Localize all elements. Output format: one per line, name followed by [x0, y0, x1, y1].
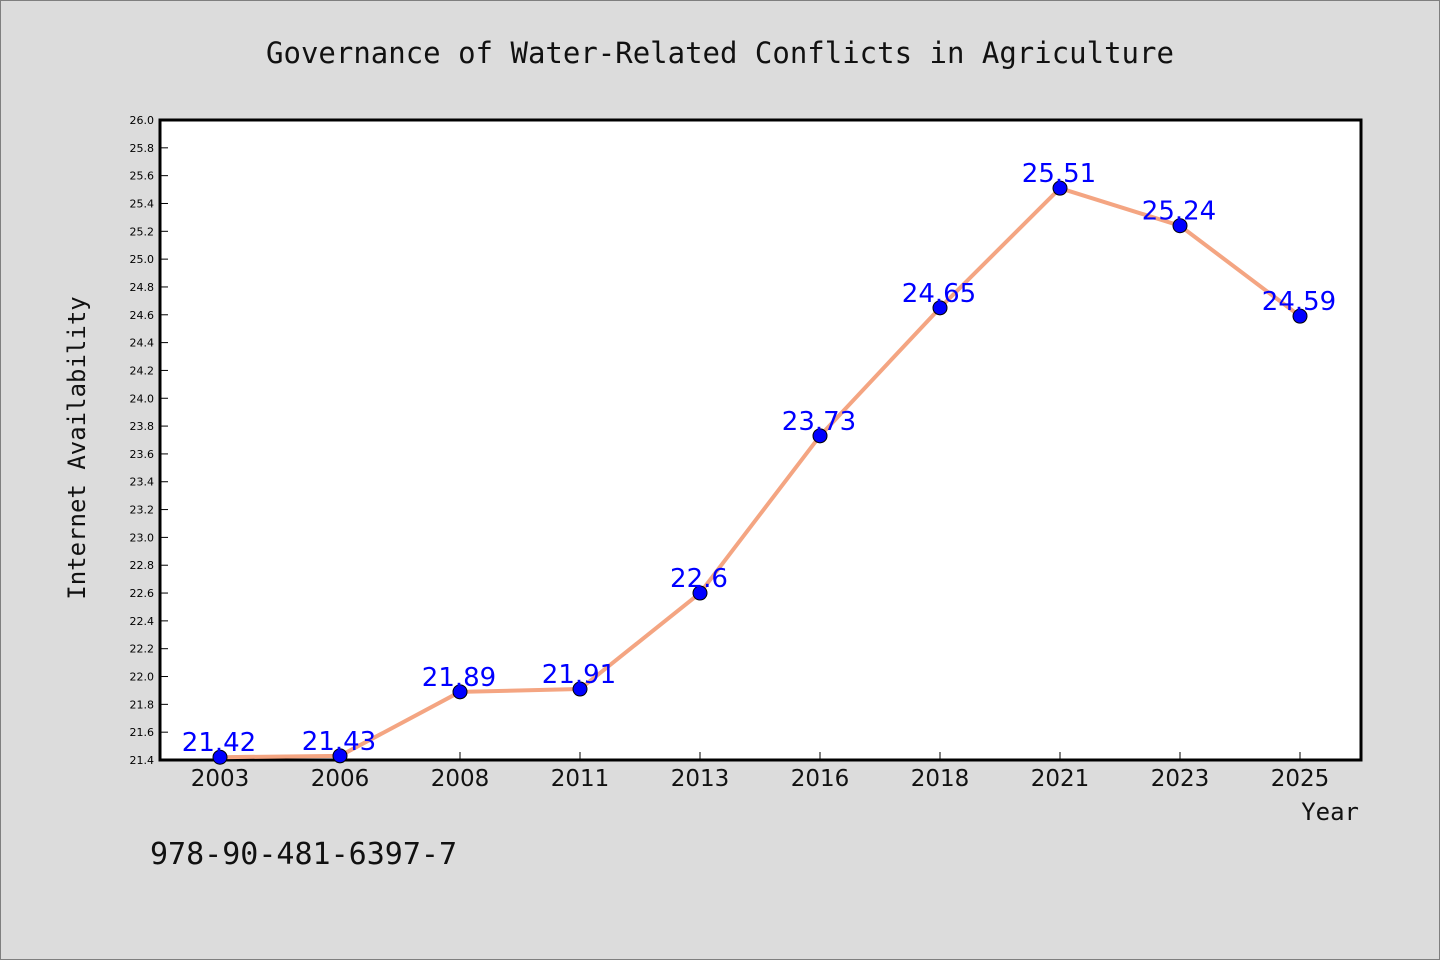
data-label: 23.73 — [782, 407, 856, 437]
y-tick-label: 22.6 — [130, 587, 155, 600]
isbn-annotation: 978-90-481-6397-7 — [150, 837, 457, 872]
data-point — [452, 684, 468, 700]
x-tick-label: 2016 — [791, 766, 850, 792]
y-tick-label: 25.6 — [130, 170, 155, 183]
data-point — [1052, 180, 1068, 196]
data-label: 24.65 — [902, 279, 976, 309]
y-tick-label: 24.8 — [130, 281, 155, 294]
data-label: 21.42 — [182, 728, 256, 758]
x-tick-label: 2021 — [1031, 766, 1090, 792]
y-tick-label: 25.2 — [130, 225, 155, 238]
y-tick-label: 21.4 — [130, 754, 155, 767]
y-tick-label: 24.4 — [130, 337, 155, 350]
data-point — [1172, 218, 1188, 234]
y-tick-label: 23.8 — [130, 420, 155, 433]
y-tick-label: 25.8 — [130, 142, 155, 155]
y-tick-label: 21.8 — [130, 698, 155, 711]
y-tick-label: 24.2 — [130, 364, 155, 377]
x-tick-label: 2008 — [431, 766, 490, 792]
data-label: 25.24 — [1142, 197, 1216, 227]
data-labels: 21.42 21.43 21.89 21.91 22.6 23.73 24.65 25.51 2… — [182, 159, 1336, 758]
y-tick-label: 24.0 — [130, 392, 155, 405]
data-point — [332, 748, 348, 764]
series-line — [218, 186, 1302, 760]
data-point — [212, 749, 228, 765]
data-point — [572, 681, 588, 697]
x-tick-label: 2013 — [671, 766, 730, 792]
y-tick-label: 23.2 — [130, 504, 155, 517]
data-label: 21.43 — [302, 727, 376, 757]
data-point — [932, 300, 948, 316]
data-label: 25.51 — [1022, 159, 1096, 189]
y-tick-label: 23.4 — [130, 476, 155, 489]
y-tick-label: 24.6 — [130, 309, 155, 322]
data-label: 24.59 — [1262, 287, 1336, 317]
chart-title: Governance of Water-Related Conflicts in… — [266, 36, 1174, 70]
data-point — [1292, 308, 1308, 324]
y-tick-label: 23.0 — [130, 531, 155, 544]
x-axis: 2003 2006 2008 2011 2013 2016 2018 2021 2023 2025 — [191, 752, 1330, 792]
y-tick-label: 26.0 — [130, 114, 155, 127]
y-tick-label: 23.6 — [130, 448, 155, 461]
y-tick-label: 22.2 — [130, 643, 155, 656]
y-tick-label: 21.6 — [130, 726, 155, 739]
y-axis-label: Internet Availability — [63, 296, 91, 599]
x-tick-label: 2025 — [1271, 766, 1330, 792]
y-tick-label: 22.0 — [130, 671, 155, 684]
x-tick-label: 2011 — [551, 766, 610, 792]
y-axis: 21.4 21.6 21.8 22.0 22.2 22.4 22.6 22.8 23.0 23.2… — [130, 114, 168, 767]
data-point — [692, 585, 708, 601]
x-tick-label: 2003 — [191, 766, 250, 792]
x-axis-label: Year — [1301, 798, 1359, 826]
y-tick-label: 25.4 — [130, 197, 155, 210]
data-point — [812, 428, 828, 444]
data-label: 21.91 — [542, 660, 616, 690]
y-tick-label: 22.4 — [130, 615, 155, 628]
y-tick-label: 22.8 — [130, 559, 155, 572]
data-label: 21.89 — [422, 663, 496, 693]
x-tick-label: 2023 — [1151, 766, 1210, 792]
x-tick-label: 2018 — [911, 766, 970, 792]
y-tick-label: 25.0 — [130, 253, 155, 266]
x-tick-label: 2006 — [311, 766, 370, 792]
series-markers — [212, 180, 1308, 765]
series-polyline — [218, 186, 1302, 760]
plot-area — [158, 118, 1363, 762]
data-label: 22.6 — [670, 564, 728, 594]
